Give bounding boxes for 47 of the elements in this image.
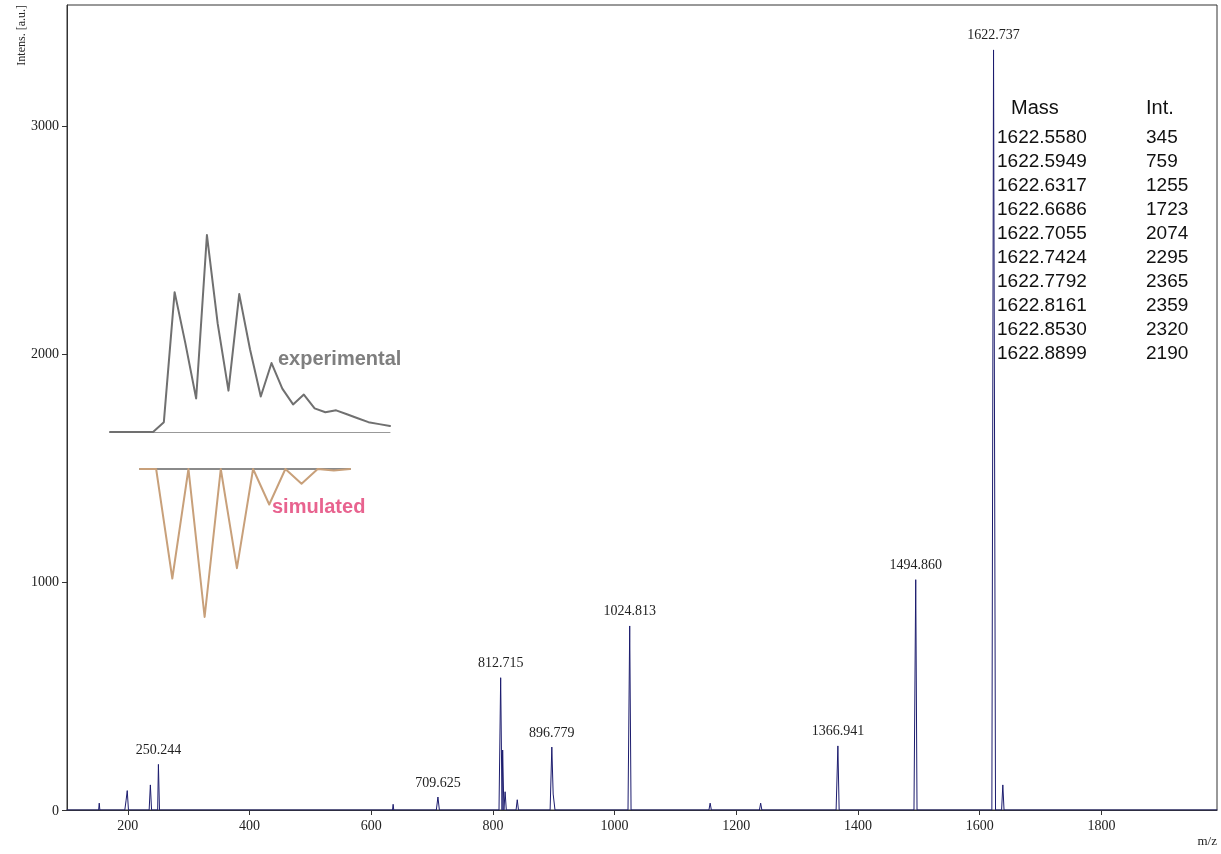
annotation: 1622.737 — [967, 27, 1020, 43]
x-axis-title: m/z — [1197, 833, 1218, 848]
x-tick-label: 1400 — [844, 817, 873, 833]
annotation: 250.244 — [135, 741, 182, 757]
annotation: 1622.7055 — [997, 221, 1088, 245]
y-tick-label: 3000 — [31, 118, 59, 134]
annotation: 2074 — [1146, 221, 1190, 245]
x-tick-label: 600 — [360, 817, 382, 833]
annotation: 1723 — [1146, 197, 1190, 221]
annotation: 2295 — [1146, 245, 1190, 269]
annotation: 1494.860 — [889, 557, 942, 573]
y-tick-label: 2000 — [31, 346, 59, 362]
y-tick-label: 0 — [52, 802, 59, 818]
annotation: 1622.8161 — [997, 293, 1088, 317]
annotation: 1622.5580 — [997, 125, 1088, 149]
y-axis-title: Intens. [a.u.] — [14, 5, 28, 66]
x-tick-label: 1200 — [722, 817, 751, 833]
text: simulated — [272, 495, 366, 517]
x-tick-label: 1000 — [600, 817, 629, 833]
annotation: 1622.5949 — [997, 149, 1088, 173]
annotation: 1622.8899 — [997, 341, 1088, 365]
text: experimental — [278, 347, 402, 369]
annotation: 1622.7424 — [997, 245, 1088, 269]
annotation: 1622.6686 — [997, 197, 1088, 221]
annotation: 812.715 — [477, 655, 524, 671]
x-tick-label: 1800 — [1087, 817, 1116, 833]
annotation: Mass — [1010, 95, 1060, 120]
annotation: 345 — [1146, 125, 1179, 149]
annotation: 896.779 — [529, 724, 575, 740]
annotation: 1622.6317 — [997, 173, 1088, 197]
annotation: 2190 — [1146, 341, 1190, 365]
annotation: 1622.8530 — [997, 317, 1088, 341]
annotation: 759 — [1146, 149, 1179, 173]
annotation: 2320 — [1146, 317, 1190, 341]
annotation: 1622.7792 — [997, 269, 1088, 293]
annotation: Int. — [1146, 95, 1175, 120]
annotation: 2359 — [1146, 293, 1190, 317]
annotation: 1024.813 — [603, 603, 656, 619]
annotation: 2365 — [1146, 269, 1190, 293]
y-tick-label: 1000 — [31, 574, 59, 590]
x-tick-label: 800 — [482, 817, 504, 833]
annotation: 1366.941 — [811, 723, 865, 739]
x-tick-label: 200 — [117, 817, 139, 833]
annotation: 709.625 — [415, 774, 461, 790]
x-tick-label: 1600 — [965, 817, 994, 833]
x-tick-label: 400 — [239, 817, 261, 833]
annotation: 1255 — [1146, 173, 1190, 197]
